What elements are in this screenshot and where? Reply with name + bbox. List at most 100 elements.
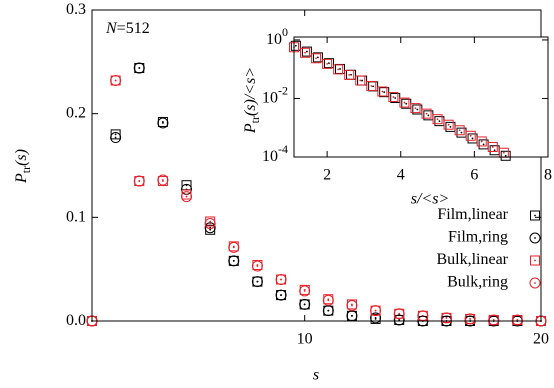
inset-y-axis-label-rest: (s)/<s>	[242, 67, 259, 116]
inset-y-axis-label-sub: tr	[248, 116, 262, 123]
marker-dot	[416, 108, 419, 111]
x-tick-label: 4	[397, 167, 405, 184]
marker-dot	[471, 137, 474, 140]
marker	[421, 108, 432, 119]
marker	[299, 298, 311, 310]
inset-y-axis-label: Ptr(s)/<s>	[242, 67, 262, 134]
y-tick-label-exp: -2	[278, 83, 288, 97]
marker-dot	[447, 123, 450, 126]
marker-dot	[502, 151, 505, 154]
marker-dot	[398, 312, 401, 315]
marker	[399, 97, 410, 108]
marker	[488, 314, 500, 326]
marker	[204, 218, 216, 230]
marker-dot	[280, 294, 282, 296]
marker	[432, 114, 443, 125]
marker	[133, 175, 145, 187]
marker-dot	[383, 91, 386, 94]
plot-frame	[293, 36, 549, 158]
inset-y-axis-label-p: P	[242, 123, 259, 134]
marker	[443, 119, 454, 130]
marker-dot	[491, 146, 494, 148]
marker	[377, 86, 388, 97]
marker-dot	[381, 90, 384, 93]
marker-dot	[209, 222, 212, 225]
y-tick-label: 0.2	[66, 104, 86, 121]
marker	[290, 40, 301, 51]
marker-dot	[421, 314, 424, 317]
legend-label: Film,linear	[437, 206, 508, 223]
x-tick-label: 2	[323, 167, 331, 184]
marker	[465, 130, 476, 141]
marker-dot	[425, 112, 428, 115]
y-tick-label: 0.1	[66, 208, 86, 225]
marker-dot	[303, 290, 306, 292]
marker	[299, 285, 311, 297]
marker-dot	[361, 79, 364, 82]
marker-dot	[480, 140, 483, 143]
y-axis-label-sub: tr	[19, 166, 33, 173]
y-tick-label-base: 0.0	[66, 312, 86, 329]
marker	[346, 299, 358, 311]
marker-dot	[348, 74, 351, 76]
marker-dot	[392, 96, 395, 98]
marker-dot	[469, 134, 472, 137]
marker	[440, 312, 452, 324]
marker	[370, 312, 382, 324]
annotation-rest: =512	[117, 20, 150, 37]
x-tick-label: 8	[544, 167, 552, 184]
marker-dot	[337, 68, 340, 71]
marker	[110, 132, 122, 144]
marker-dot	[339, 68, 341, 70]
y-tick-label-base: 0.2	[66, 104, 86, 121]
marker	[511, 314, 523, 326]
x-tick-label: 6	[470, 167, 478, 184]
y-tick-label: 0.3	[66, 1, 86, 18]
marker	[110, 74, 122, 86]
marker-dot	[436, 118, 439, 121]
legend-marker-dot	[534, 282, 536, 284]
marker-dot	[256, 265, 259, 267]
legend-marker	[530, 255, 540, 266]
marker-dot	[516, 319, 519, 321]
marker-dot	[315, 57, 317, 60]
y-tick-label-base: 10	[262, 148, 278, 165]
marker-dot	[394, 97, 397, 99]
marker	[157, 117, 169, 129]
marker	[355, 75, 366, 86]
marker	[322, 294, 334, 306]
marker-dot	[317, 56, 319, 59]
marker	[370, 305, 382, 317]
marker	[181, 191, 193, 203]
marker-dot	[209, 220, 212, 223]
marker-dot	[460, 131, 463, 134]
legend-marker	[529, 277, 541, 289]
marker-dot	[280, 278, 282, 281]
marker	[300, 47, 311, 58]
legend-marker	[529, 232, 541, 244]
y-tick-label-base: 0.1	[66, 208, 86, 225]
legend-marker	[530, 210, 540, 221]
marker-dot	[185, 193, 188, 196]
marker	[275, 274, 287, 286]
y-tick-label-base: 0.3	[66, 1, 86, 18]
marker-dot	[114, 136, 117, 139]
marker-dot	[232, 246, 235, 249]
y-tick-label: 10-4	[262, 142, 288, 165]
marker-dot	[138, 180, 141, 182]
marker-dot	[326, 62, 329, 65]
marker-dot	[458, 129, 461, 132]
marker	[228, 241, 240, 253]
marker-dot	[405, 102, 408, 105]
y-axis-label: Ptr(s)	[13, 149, 33, 184]
marker-dot	[374, 316, 377, 319]
marker-dot	[209, 228, 212, 231]
marker-dot	[328, 62, 330, 65]
annotation: N=512	[105, 20, 150, 37]
marker	[410, 103, 421, 114]
marker	[333, 64, 344, 75]
marker	[251, 260, 263, 272]
marker-dot	[256, 280, 259, 283]
inset-background	[294, 37, 548, 157]
